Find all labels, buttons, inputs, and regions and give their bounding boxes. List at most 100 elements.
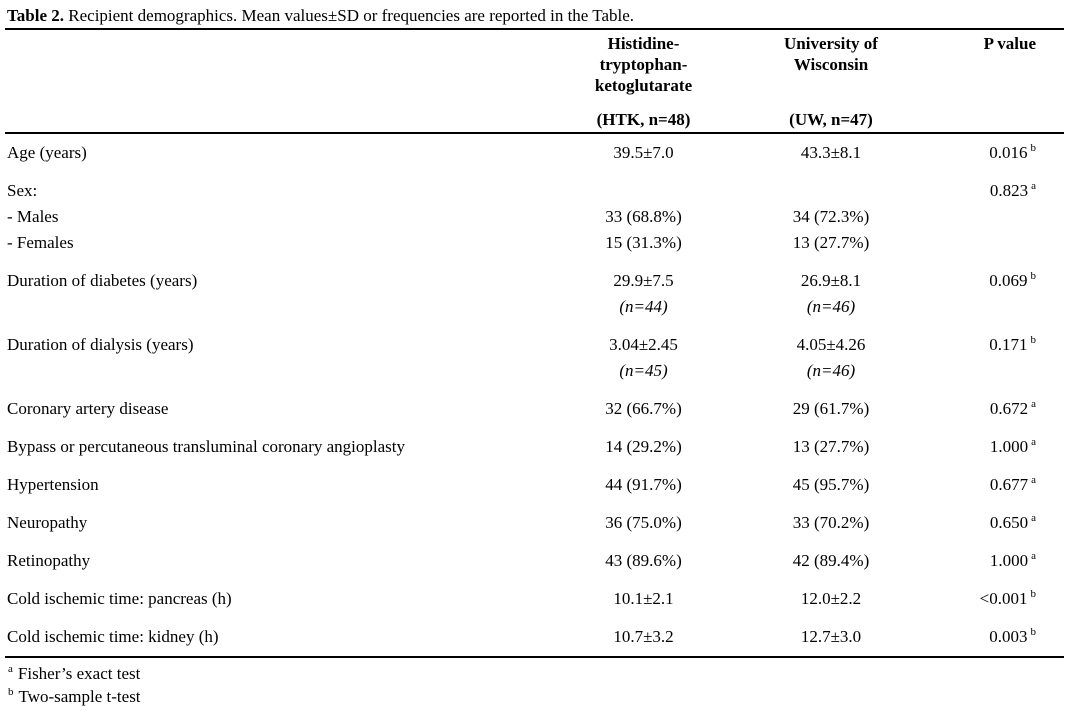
- cell-line: 34 (72.3%): [792, 207, 870, 226]
- cell-line: 12.7±3.0: [800, 627, 862, 646]
- demographics-table: Histidine- tryptophan- ketoglutarate (HT…: [5, 28, 1064, 658]
- uw-value-cell: 29 (61.7%): [745, 390, 917, 428]
- pvalue-cell: 1.000 a: [917, 428, 1064, 466]
- cell-line: 13 (27.7%): [792, 437, 870, 456]
- pvalue-footnote-marker: a: [1031, 474, 1036, 487]
- row-label-cell: Duration of dialysis (years): [5, 326, 542, 390]
- footnote-marker: b: [8, 686, 14, 699]
- cell-line: Retinopathy: [7, 551, 91, 570]
- row-label-cell: Bypass or percutaneous transluminal coro…: [5, 428, 542, 466]
- pvalue-cell: 1.000 a: [917, 542, 1064, 580]
- pvalue: 0.650: [989, 513, 1029, 532]
- footnote: b Two-sample t-test: [7, 685, 1065, 708]
- table-row: Sex: - Males - Females 33 (68.8%) 15 (31.3%…: [5, 172, 1064, 262]
- row-label-cell: Retinopathy: [5, 542, 542, 580]
- table-row: Cold ischemic time: pancreas (h) 10.1±2.1…: [5, 580, 1064, 618]
- cell-line: 29.9±7.5: [613, 271, 674, 290]
- pvalue-footnote-marker: a: [1031, 550, 1036, 563]
- pvalue-footnote-marker: b: [1030, 334, 1037, 347]
- pvalue-cell: 0.672 a: [917, 390, 1064, 428]
- footnote: a Fisher’s exact test: [7, 662, 1065, 685]
- htk-value-cell: 3.04±2.45 (n=45): [542, 326, 745, 390]
- htk-value-cell: 39.5±7.0: [542, 133, 745, 172]
- htk-value-cell: 33 (68.8%) 15 (31.3%): [542, 172, 745, 262]
- htk-value-cell: 29.9±7.5 (n=44): [542, 262, 745, 326]
- table-caption: Table 2. Recipient demographics. Mean va…: [5, 5, 1065, 27]
- table-row: Hypertension 44 (91.7%) 45 (95.7%) 0.677 a: [5, 466, 1064, 504]
- cell-line: 42 (89.4%): [792, 551, 870, 570]
- column-header-pvalue: P value: [917, 29, 1064, 134]
- footnote-text: Fisher’s exact test: [17, 664, 141, 683]
- table-row: Duration of dialysis (years) 3.04±2.45 (n=…: [5, 326, 1064, 390]
- pvalue: 0.171: [989, 335, 1028, 354]
- pvalue-footnote-marker: a: [1031, 398, 1036, 411]
- pvalue-footnote-marker: a: [1031, 180, 1036, 193]
- row-label-cell: Hypertension: [5, 466, 542, 504]
- footnote-marker: a: [8, 663, 13, 676]
- pvalue-footnote-marker: a: [1031, 512, 1036, 525]
- cell-line: (n=46): [806, 297, 856, 316]
- uw-value-cell: 12.7±3.0: [745, 618, 917, 658]
- cell-line: 12.0±2.2: [800, 589, 862, 608]
- htk-value-cell: 14 (29.2%): [542, 428, 745, 466]
- uw-value-cell: 33 (70.2%): [745, 504, 917, 542]
- footnote-text: Two-sample t-test: [18, 687, 141, 706]
- cell-line: 13 (27.7%): [792, 233, 870, 252]
- cell-line: - Females: [7, 233, 74, 252]
- pvalue-cell: 0.003 b: [917, 618, 1064, 658]
- cell-line: 43.3±8.1: [800, 143, 862, 162]
- row-label-cell: Cold ischemic time: kidney (h): [5, 618, 542, 658]
- pvalue-footnote-marker: a: [1031, 436, 1036, 449]
- cell-line: Duration of dialysis (years): [7, 335, 194, 354]
- cell-line: 26.9±8.1: [800, 271, 862, 290]
- pvalue-footnote-marker: b: [1030, 270, 1037, 283]
- table-row: Coronary artery disease 32 (66.7%) 29 (61.…: [5, 390, 1064, 428]
- column-header-uw: University of Wisconsin (UW, n=47): [745, 29, 917, 134]
- htk-value-cell: 36 (75.0%): [542, 504, 745, 542]
- pvalue-cell: 0.069 b: [917, 262, 1064, 326]
- table-row: Age (years) 39.5±7.0 43.3±8.1 0.016 b: [5, 133, 1064, 172]
- uw-value-cell: 45 (95.7%): [745, 466, 917, 504]
- pvalue-cell: 0.171 b: [917, 326, 1064, 390]
- cell-line: 10.1±2.1: [613, 589, 674, 608]
- pvalue-footnote-marker: b: [1030, 142, 1037, 155]
- htk-name-line: ketoglutarate: [594, 76, 693, 95]
- htk-value-cell: 10.1±2.1: [542, 580, 745, 618]
- pvalue: 0.069: [989, 271, 1028, 290]
- uw-name-line: University of: [784, 34, 878, 53]
- pvalue: 1.000: [989, 551, 1029, 570]
- row-label-cell: Age (years): [5, 133, 542, 172]
- pvalue: <0.001: [979, 589, 1028, 608]
- cell-line: Cold ischemic time: pancreas (h): [7, 589, 232, 608]
- cell-line: 36 (75.0%): [605, 513, 682, 532]
- pvalue: 0.677: [989, 475, 1029, 494]
- uw-value-cell: 13 (27.7%): [745, 428, 917, 466]
- pvalue-cell: 0.016 b: [917, 133, 1064, 172]
- pvalue: 1.000: [989, 437, 1029, 456]
- pvalue-footnote-marker: b: [1030, 588, 1037, 601]
- cell-line: 4.05±4.26: [796, 335, 866, 354]
- table-row: Cold ischemic time: kidney (h) 10.7±3.2 12…: [5, 618, 1064, 658]
- cell-line: 45 (95.7%): [792, 475, 870, 494]
- cell-line: 14 (29.2%): [605, 437, 682, 456]
- htk-name: Histidine- tryptophan- ketoglutarate: [542, 33, 745, 96]
- row-label-cell: Cold ischemic time: pancreas (h): [5, 580, 542, 618]
- htk-value-cell: 43 (89.6%): [542, 542, 745, 580]
- htk-value-cell: 32 (66.7%): [542, 390, 745, 428]
- pvalue-cell: 0.823 a: [917, 172, 1064, 262]
- uw-value-cell: 4.05±4.26 (n=46): [745, 326, 917, 390]
- uw-value-cell: 42 (89.4%): [745, 542, 917, 580]
- cell-line: [542, 178, 745, 204]
- cell-line: (n=44): [619, 297, 668, 316]
- pvalue-cell: 0.650 a: [917, 504, 1064, 542]
- htk-name-line: Histidine-: [607, 34, 680, 53]
- table-body: Age (years) 39.5±7.0 43.3±8.1 0.016 b Sex: - M…: [5, 133, 1064, 658]
- pvalue-cell: 0.677 a: [917, 466, 1064, 504]
- uw-sub-label: (UW, n=47): [789, 110, 873, 129]
- table-header: Histidine- tryptophan- ketoglutarate (HT…: [5, 29, 1064, 134]
- cell-line: Hypertension: [7, 475, 99, 494]
- cell-line: 3.04±2.45: [609, 335, 678, 354]
- table-row: Retinopathy 43 (89.6%) 42 (89.4%) 1.000 a: [5, 542, 1064, 580]
- pvalue: 0.672: [989, 399, 1029, 418]
